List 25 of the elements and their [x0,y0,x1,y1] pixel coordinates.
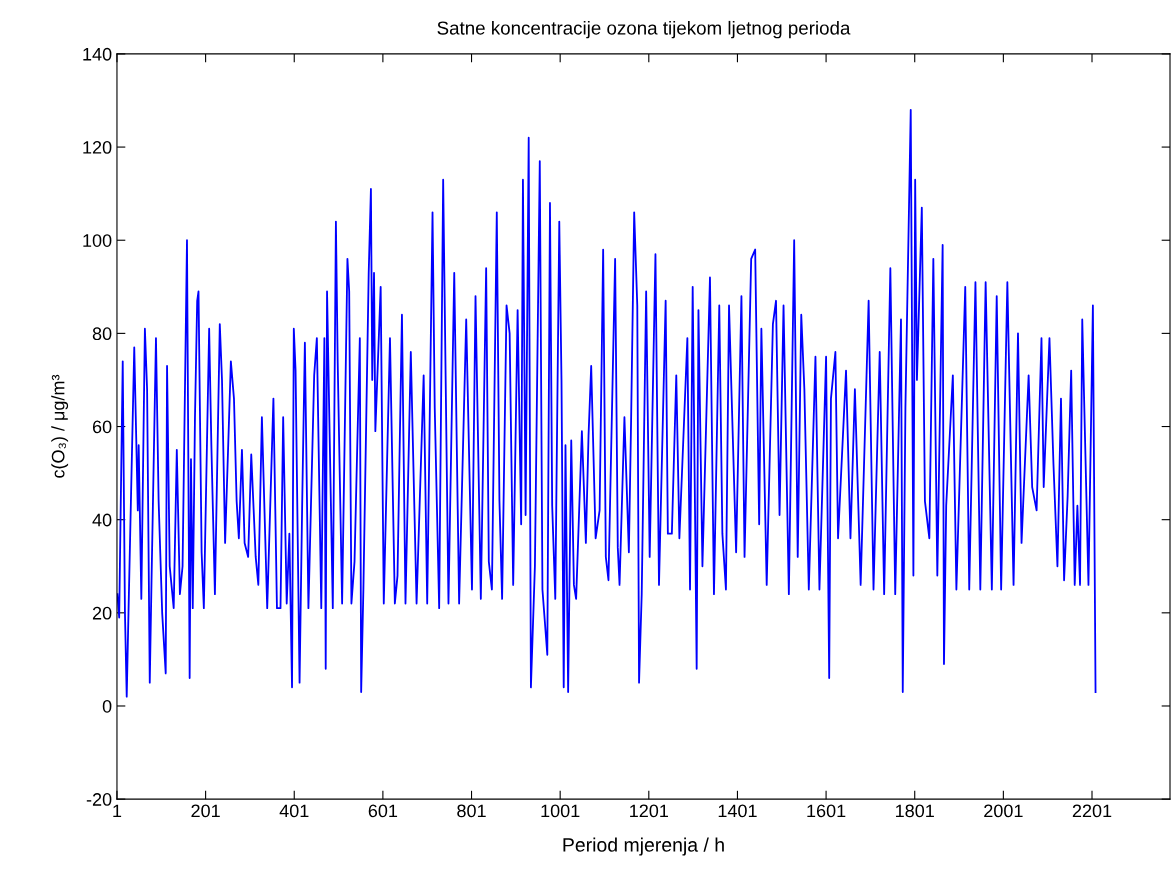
x-tick-label: 2201 [1072,804,1112,818]
y-axis-title: c(O₃) / μg/m³ [51,374,69,478]
y-tick-label: 20 [92,606,112,620]
y-tick-label: 140 [83,47,112,61]
x-tick-label: 801 [457,804,486,818]
x-tick-label: 1001 [541,804,580,818]
x-tick-label: 1201 [630,804,669,818]
y-tick-label: 100 [83,234,112,247]
x-tick-label: 1801 [896,804,934,818]
y-tick-label: 40 [92,513,112,527]
x-axis-title: Period mjerenja / h [563,837,724,856]
y-tick-label: 80 [92,327,112,341]
x-tick-label: 1401 [718,804,757,818]
x-tick-label: 1 [113,804,122,818]
y-tick-label: 0 [102,699,112,713]
y-tick-label: -20 [86,793,112,806]
x-tick-label: 401 [279,804,309,818]
x-tick-label: 2001 [984,804,1023,818]
y-tick-label: 60 [92,420,112,434]
y-tick-label: 120 [83,141,112,154]
chart-title: Satne koncentracije ozona tijekom ljetnog perioda [437,20,851,39]
x-tick-label: 1601 [807,804,846,818]
x-tick-label: 601 [368,804,398,818]
line-series [116,108,1097,698]
x-tick-label: 201 [191,804,220,818]
